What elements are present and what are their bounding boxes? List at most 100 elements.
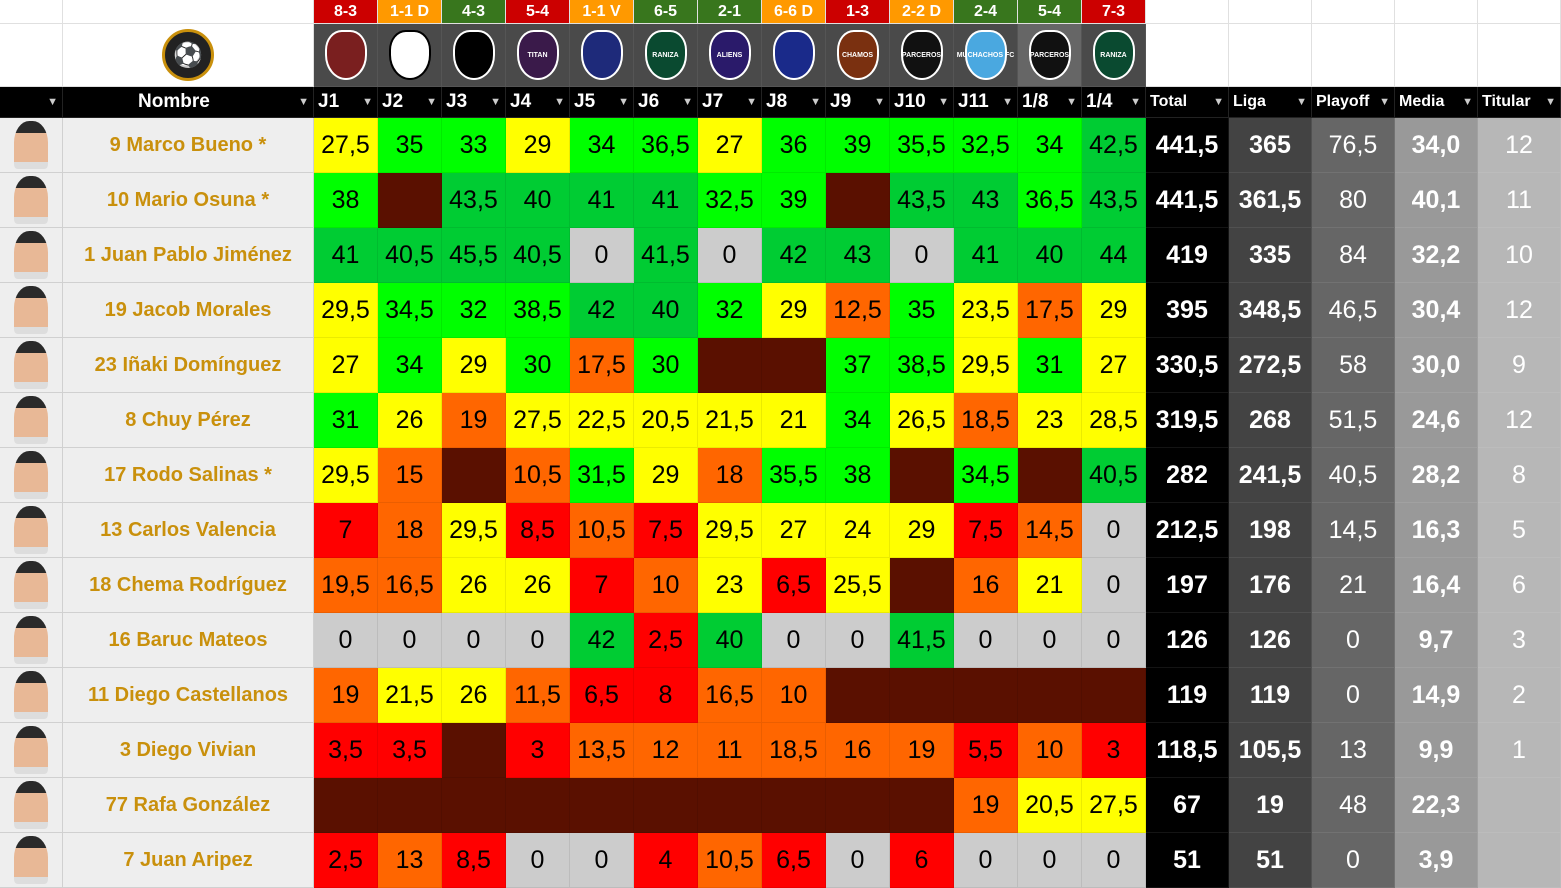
stat-cell[interactable]: 12: [1478, 118, 1561, 173]
filter-icon[interactable]: ▼: [1130, 96, 1141, 108]
score-cell[interactable]: 41: [570, 173, 634, 228]
score-cell[interactable]: 16: [954, 558, 1018, 613]
score-cell[interactable]: [762, 778, 826, 833]
score-cell[interactable]: 19: [954, 778, 1018, 833]
score-cell[interactable]: 29: [762, 283, 826, 338]
score-cell[interactable]: [890, 668, 954, 723]
score-cell[interactable]: 41: [314, 228, 378, 283]
stat-cell[interactable]: 12: [1478, 283, 1561, 338]
stat-cell[interactable]: 241,5: [1229, 448, 1312, 503]
stat-cell[interactable]: 348,5: [1229, 283, 1312, 338]
stat-cell[interactable]: 365: [1229, 118, 1312, 173]
stat-cell[interactable]: 441,5: [1146, 118, 1229, 173]
stat-cell[interactable]: 198: [1229, 503, 1312, 558]
score-cell[interactable]: 43: [826, 228, 890, 283]
score-cell[interactable]: 0: [1082, 833, 1146, 888]
stat-cell[interactable]: 40,1: [1395, 173, 1478, 228]
score-cell[interactable]: 8,5: [442, 833, 506, 888]
score-cell[interactable]: 16: [826, 723, 890, 778]
score-cell[interactable]: [1082, 668, 1146, 723]
stat-cell[interactable]: 9: [1478, 338, 1561, 393]
score-cell[interactable]: 27: [698, 118, 762, 173]
score-cell[interactable]: 20,5: [634, 393, 698, 448]
score-cell[interactable]: 41,5: [634, 228, 698, 283]
score-cell[interactable]: 29: [442, 338, 506, 393]
stat-cell[interactable]: 118,5: [1146, 723, 1229, 778]
stat-cell[interactable]: 0: [1312, 833, 1395, 888]
score-cell[interactable]: 0: [570, 833, 634, 888]
player-name[interactable]: 1 Juan Pablo Jiménez: [63, 228, 314, 283]
stat-cell[interactable]: 395: [1146, 283, 1229, 338]
stat-cell[interactable]: 13: [1312, 723, 1395, 778]
stat-cell[interactable]: 6: [1478, 558, 1561, 613]
score-cell[interactable]: 0: [1018, 833, 1082, 888]
header-stat[interactable]: Titular ▼: [1478, 87, 1561, 118]
stat-cell[interactable]: 28,2: [1395, 448, 1478, 503]
score-cell[interactable]: 29,5: [314, 448, 378, 503]
score-cell[interactable]: 42,5: [1082, 118, 1146, 173]
header-round[interactable]: J4 ▼: [506, 87, 570, 118]
score-cell[interactable]: [442, 778, 506, 833]
stat-cell[interactable]: 126: [1146, 613, 1229, 668]
score-cell[interactable]: 27,5: [506, 393, 570, 448]
filter-icon[interactable]: ▼: [1066, 96, 1077, 108]
score-cell[interactable]: 6,5: [570, 668, 634, 723]
score-cell[interactable]: 12: [634, 723, 698, 778]
header-round[interactable]: 1/4 ▼: [1082, 87, 1146, 118]
stat-cell[interactable]: 3: [1478, 613, 1561, 668]
filter-icon[interactable]: ▼: [682, 96, 693, 108]
stat-cell[interactable]: 22,3: [1395, 778, 1478, 833]
score-cell[interactable]: 14,5: [1018, 503, 1082, 558]
score-cell[interactable]: 23,5: [954, 283, 1018, 338]
score-cell[interactable]: 0: [378, 613, 442, 668]
score-cell[interactable]: [1018, 448, 1082, 503]
player-name[interactable]: 16 Baruc Mateos: [63, 613, 314, 668]
header-stat[interactable]: Liga ▼: [1229, 87, 1312, 118]
score-cell[interactable]: 0: [826, 613, 890, 668]
score-cell[interactable]: 3: [1082, 723, 1146, 778]
score-cell[interactable]: 6,5: [762, 558, 826, 613]
stat-cell[interactable]: 126: [1229, 613, 1312, 668]
stat-cell[interactable]: 30,4: [1395, 283, 1478, 338]
score-cell[interactable]: 34: [378, 338, 442, 393]
score-cell[interactable]: 19: [890, 723, 954, 778]
score-cell[interactable]: 38: [314, 173, 378, 228]
score-cell[interactable]: 2,5: [314, 833, 378, 888]
stat-cell[interactable]: 11: [1478, 173, 1561, 228]
stat-cell[interactable]: 119: [1146, 668, 1229, 723]
stat-cell[interactable]: 330,5: [1146, 338, 1229, 393]
score-cell[interactable]: 16,5: [698, 668, 762, 723]
score-cell[interactable]: 7: [314, 503, 378, 558]
score-cell[interactable]: 16,5: [378, 558, 442, 613]
stat-cell[interactable]: 361,5: [1229, 173, 1312, 228]
stat-cell[interactable]: 16,3: [1395, 503, 1478, 558]
score-cell[interactable]: 3: [506, 723, 570, 778]
score-cell[interactable]: 40: [506, 173, 570, 228]
score-cell[interactable]: 39: [826, 118, 890, 173]
stat-cell[interactable]: 272,5: [1229, 338, 1312, 393]
score-cell[interactable]: 0: [890, 228, 954, 283]
score-cell[interactable]: 27,5: [1082, 778, 1146, 833]
score-cell[interactable]: 0: [762, 613, 826, 668]
stat-cell[interactable]: 80: [1312, 173, 1395, 228]
score-cell[interactable]: 31: [314, 393, 378, 448]
header-stat[interactable]: Playoff ▼: [1312, 87, 1395, 118]
filter-icon[interactable]: ▼: [1296, 96, 1307, 108]
score-cell[interactable]: 33: [442, 118, 506, 173]
score-cell[interactable]: 6: [890, 833, 954, 888]
score-cell[interactable]: 11: [698, 723, 762, 778]
score-cell[interactable]: [570, 778, 634, 833]
header-round[interactable]: J5 ▼: [570, 87, 634, 118]
score-cell[interactable]: 21: [762, 393, 826, 448]
score-cell[interactable]: 34: [826, 393, 890, 448]
score-cell[interactable]: 34: [1018, 118, 1082, 173]
score-cell[interactable]: 0: [1082, 558, 1146, 613]
stat-cell[interactable]: 51: [1229, 833, 1312, 888]
filter-icon[interactable]: ▼: [1545, 96, 1556, 108]
score-cell[interactable]: 7,5: [954, 503, 1018, 558]
stat-cell[interactable]: 0: [1312, 668, 1395, 723]
score-cell[interactable]: 19: [314, 668, 378, 723]
stat-cell[interactable]: 119: [1229, 668, 1312, 723]
score-cell[interactable]: 22,5: [570, 393, 634, 448]
score-cell[interactable]: 38,5: [890, 338, 954, 393]
